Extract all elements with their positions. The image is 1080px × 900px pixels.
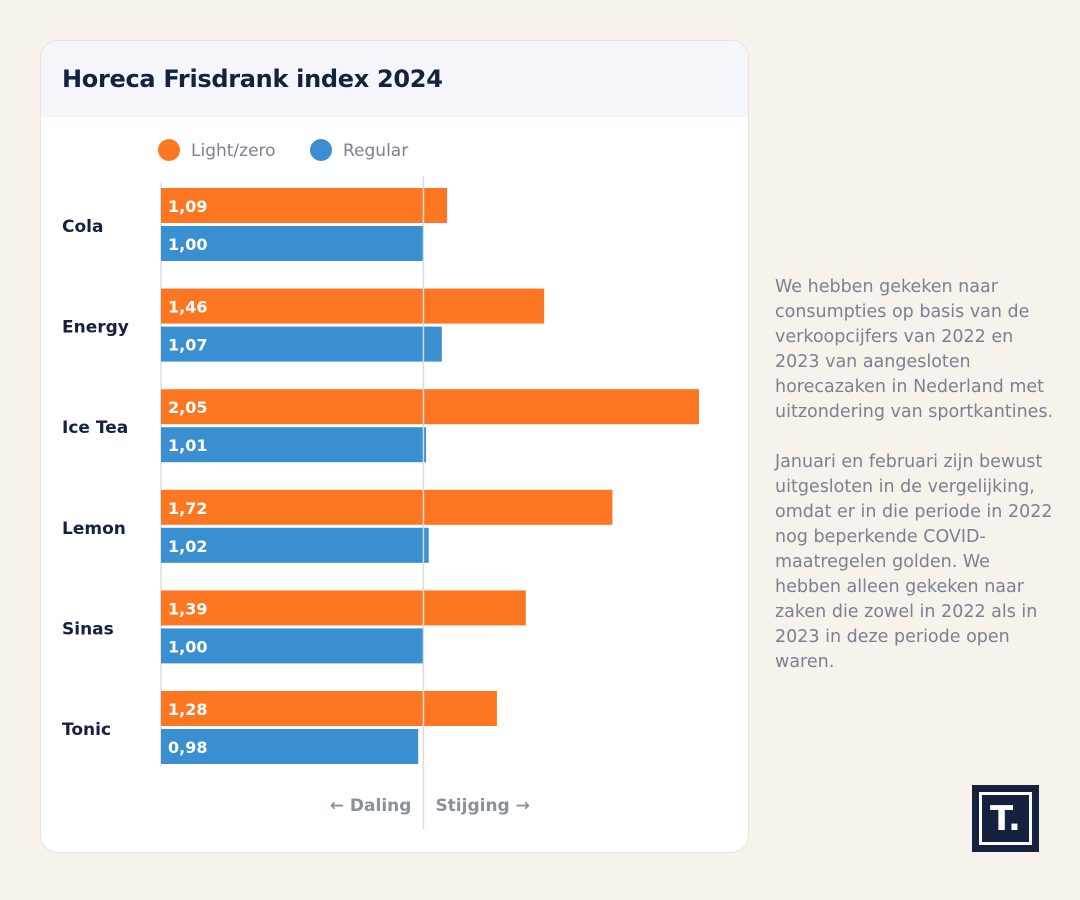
chart-card: Horeca Frisdrank index 2024 Light/zero Re…	[40, 40, 749, 853]
bar-value-label: 2,05	[168, 398, 207, 417]
bar-regular-tonic	[161, 729, 419, 764]
category-label-tonic: Tonic	[62, 720, 111, 740]
category-label-cola: Cola	[62, 217, 103, 237]
bar-value-label: 1,72	[168, 499, 207, 518]
bar-value-label: 1,28	[168, 700, 207, 719]
brand-logo: T.	[972, 785, 1039, 852]
bar-value-label: 0,98	[168, 738, 207, 757]
bar-value-label: 1,02	[168, 537, 207, 556]
logo-letter: T.	[979, 792, 1032, 845]
bar-light-zero-sinas	[161, 590, 526, 626]
chart-title: Horeca Frisdrank index 2024	[62, 65, 443, 93]
category-label-lemon: Lemon	[62, 519, 126, 539]
direction-label-up: Stijging →	[435, 796, 529, 816]
bar-light-zero-energy	[161, 288, 545, 324]
bar-regular-cola	[161, 226, 424, 261]
bar-regular-sinas	[161, 628, 424, 664]
description-text: We hebben gekeken naar consumpties op ba…	[775, 275, 1060, 700]
category-label-ice-tea: Ice Tea	[62, 418, 128, 438]
legend-swatch-regular	[310, 139, 332, 161]
description-paragraph-1: We hebben gekeken naar consumpties op ba…	[775, 277, 1054, 422]
bar-light-zero-ice-tea	[161, 389, 699, 425]
bar-regular-ice-tea	[161, 427, 427, 463]
bar-chart: Light/zero Regular Cola 1,09 1,00 Energy 1,46 1…	[62, 139, 699, 829]
bar-value-label: 1,09	[168, 197, 207, 216]
card-header: Horeca Frisdrank index 2024	[41, 41, 748, 117]
legend-label-regular: Regular	[343, 141, 408, 161]
direction-label-down: ← Daling	[330, 796, 412, 816]
bar-value-label: 1,00	[168, 637, 207, 656]
bar-value-label: 1,01	[168, 436, 207, 455]
category-label-energy: Energy	[62, 318, 129, 338]
legend-label-light-zero: Light/zero	[191, 141, 276, 161]
legend-swatch-light-zero	[158, 139, 180, 161]
description-paragraph-2: Januari en februari zijn bewust uitgeslo…	[775, 452, 1053, 672]
bar-regular-energy	[161, 326, 442, 362]
bar-value-label: 1,07	[168, 336, 207, 355]
bar-light-zero-cola	[161, 188, 448, 223]
bar-light-zero-lemon	[161, 489, 613, 525]
bar-value-label: 1,00	[168, 235, 207, 254]
bar-value-label: 1,39	[168, 599, 207, 618]
bar-regular-lemon	[161, 527, 429, 563]
bar-value-label: 1,46	[168, 298, 207, 317]
category-label-sinas: Sinas	[62, 619, 114, 639]
bar-light-zero-tonic	[161, 691, 497, 726]
